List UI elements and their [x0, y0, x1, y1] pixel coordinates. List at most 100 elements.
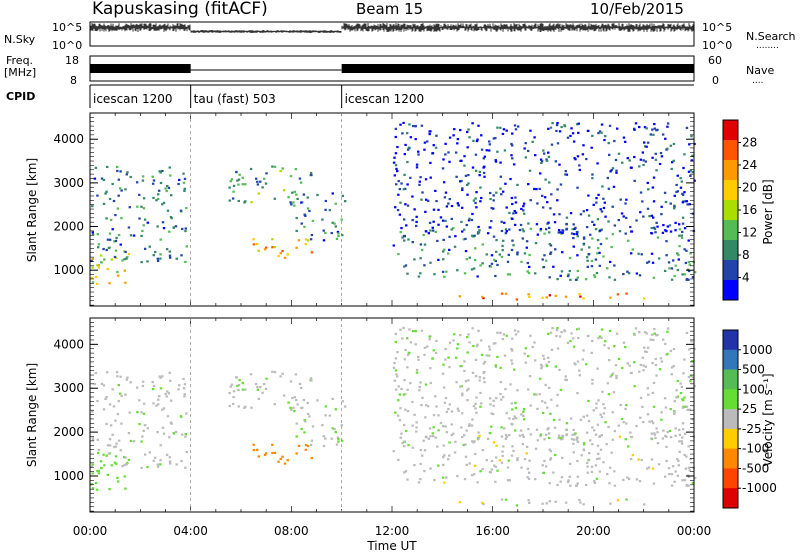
power-point	[448, 197, 451, 201]
velocity-point	[428, 338, 431, 341]
velocity-point	[540, 365, 544, 368]
power-point	[672, 142, 676, 146]
power-point	[162, 227, 166, 230]
velocity-point	[688, 408, 691, 411]
velocity-point	[404, 470, 408, 473]
velocity-point	[464, 443, 467, 446]
velocity-point	[572, 442, 575, 445]
power-point	[501, 190, 505, 193]
power-point	[395, 183, 398, 186]
power-point	[549, 252, 552, 256]
velocity-point	[141, 435, 144, 438]
colorbar-swatch	[723, 140, 738, 161]
colorbar-tick-label: -100	[742, 442, 769, 456]
power-point	[243, 201, 246, 204]
velocity-point	[429, 467, 432, 470]
nave-label: Nave	[746, 64, 774, 77]
velocity-point	[341, 400, 345, 403]
velocity-point	[666, 327, 670, 330]
velocity-point	[500, 398, 503, 401]
power-point	[556, 121, 559, 125]
power-point	[501, 132, 505, 136]
velocity-panel-frame	[89, 317, 695, 513]
velocity-point	[646, 413, 650, 416]
velocity-point	[645, 350, 648, 354]
power-point	[310, 233, 314, 237]
power-point	[159, 253, 162, 256]
power-point	[94, 166, 98, 169]
power-point	[511, 157, 514, 160]
velocity-point	[680, 442, 684, 445]
power-point	[459, 128, 462, 132]
velocity-point	[392, 450, 395, 453]
cpid-segment-label: tau (fast) 503	[194, 92, 276, 106]
nave-label-dots: ....	[752, 76, 763, 86]
power-point	[420, 124, 424, 127]
power-point	[409, 176, 412, 179]
velocity-point	[609, 502, 612, 505]
velocity-point	[250, 406, 253, 409]
velocity-scatter	[90, 326, 697, 507]
velocity-point	[399, 407, 402, 410]
velocity-point	[467, 333, 470, 336]
power-point	[115, 256, 118, 260]
power-point	[526, 261, 530, 265]
x-tick-label: 12:00	[375, 524, 410, 538]
velocity-point	[441, 456, 445, 459]
velocity-point	[106, 371, 109, 374]
velocity-point	[604, 340, 607, 343]
power-point	[142, 197, 146, 200]
velocity-point	[675, 396, 678, 399]
velocity-point	[310, 379, 313, 382]
power-point	[496, 263, 499, 267]
power-point	[613, 139, 616, 143]
power-point	[138, 193, 141, 196]
power-point	[264, 182, 268, 185]
power-point	[572, 232, 576, 236]
velocity-point	[539, 433, 543, 436]
power-point	[595, 271, 599, 275]
velocity-point	[516, 330, 520, 333]
power-point	[183, 177, 187, 180]
velocity-point	[596, 444, 600, 447]
velocity-point	[256, 388, 260, 391]
power-point	[420, 198, 423, 201]
velocity-point	[494, 480, 497, 483]
power-point	[252, 238, 255, 241]
velocity-point	[184, 435, 187, 438]
velocity-point	[498, 459, 501, 462]
noise-tick-right-top: 10^5	[702, 21, 732, 34]
power-point	[298, 177, 302, 180]
velocity-point	[464, 455, 468, 458]
power-point	[510, 142, 513, 146]
velocity-point	[406, 410, 410, 413]
velocity-point	[142, 412, 146, 415]
velocity-point	[540, 367, 543, 370]
power-point	[500, 193, 503, 196]
power-point	[627, 272, 631, 275]
power-point	[596, 162, 599, 165]
velocity-point	[442, 386, 446, 389]
power-point	[271, 165, 274, 168]
velocity-point	[499, 366, 502, 369]
velocity-point	[669, 349, 673, 353]
noise-left-label: N.Sky	[4, 33, 36, 46]
velocity-point	[666, 430, 669, 434]
velocity-point	[531, 345, 534, 349]
power-point	[653, 127, 656, 130]
power-point	[254, 177, 258, 180]
velocity-point	[678, 440, 681, 443]
velocity-point	[259, 385, 262, 389]
velocity-point	[505, 334, 508, 337]
colorbar-swatch	[723, 349, 738, 371]
velocity-point	[340, 424, 343, 427]
velocity-point	[611, 438, 614, 441]
power-point	[475, 191, 478, 194]
power-point	[97, 266, 101, 269]
power-point	[669, 230, 673, 233]
velocity-point	[121, 465, 124, 468]
power-point	[231, 197, 235, 200]
power-point	[93, 177, 97, 180]
